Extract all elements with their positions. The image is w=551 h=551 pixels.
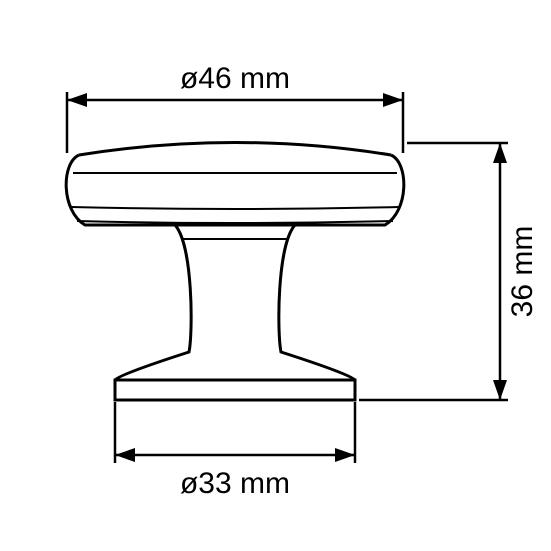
arrowhead: [115, 448, 135, 462]
arrowhead: [335, 448, 355, 462]
knob-cap-groove-3: [77, 221, 393, 223]
arrowhead: [493, 380, 507, 400]
dim-label-height: 36 mm: [506, 226, 539, 318]
arrowhead: [67, 93, 87, 107]
dim-label-bottom-diameter: ø33 mm: [180, 467, 290, 500]
knob-cap-rim: [66, 155, 404, 225]
arrowhead: [383, 93, 403, 107]
knob-cap-groove-2: [71, 207, 399, 209]
knob-base: [115, 380, 355, 400]
knob-cap-top: [79, 143, 391, 156]
knob-neck: [115, 225, 355, 380]
arrowhead: [493, 143, 507, 163]
dim-label-top-diameter: ø46 mm: [180, 62, 290, 95]
